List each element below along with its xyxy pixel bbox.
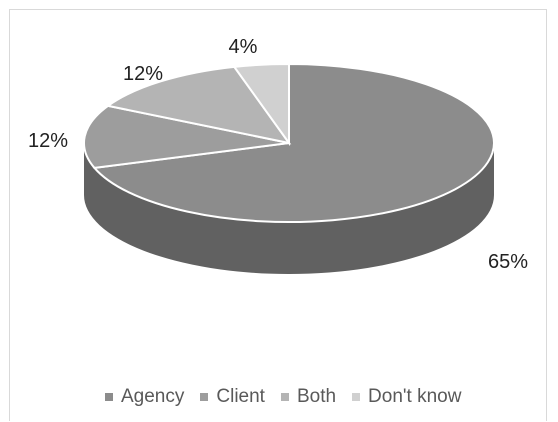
legend-label-dont-know: Don't know [368, 386, 462, 407]
pie-slice-dont-know [232, 62, 290, 147]
legend-item-client: Client [200, 386, 265, 408]
pie-side-wall [84, 143, 494, 274]
data-label-agency: 65% [488, 251, 528, 273]
pie-data-labels: 65% 12% 12% 4% [28, 36, 528, 273]
legend-label-agency: Agency [121, 386, 185, 407]
pie-slice-agency [92, 62, 495, 223]
pie-slice-both [105, 65, 292, 145]
chart-legend: Agency Client Both Don't know [105, 386, 461, 408]
legend-label-both: Both [296, 386, 337, 407]
legend-swatch-dont-know [352, 393, 361, 401]
legend-item-dont-know: Don't know [352, 386, 461, 408]
legend-item-both: Both [280, 386, 337, 408]
chart-frame: 65% 12% 12% 4% Agency Client Both Don't kno… [9, 9, 547, 421]
pie-slice-client [83, 104, 290, 169]
data-label-client: 12% [28, 130, 68, 152]
data-label-both: 12% [123, 63, 163, 85]
legend-swatch-both [280, 393, 289, 401]
legend-item-agency: Agency [105, 386, 184, 408]
pie-slices [83, 62, 495, 274]
data-label-dont-know: 4% [229, 36, 258, 58]
pie-chart: 65% 12% 12% 4% [28, 36, 528, 274]
legend-label-client: Client [216, 386, 265, 407]
legend-swatch-agency [105, 393, 113, 401]
legend-swatch-client [200, 393, 209, 401]
